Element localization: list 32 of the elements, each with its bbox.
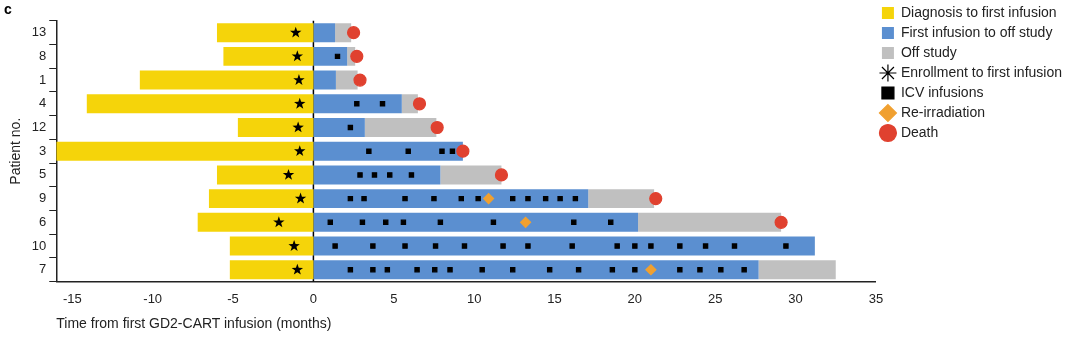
x-tick-label: 25	[707, 290, 723, 306]
x-tick-label: 30	[788, 290, 803, 306]
y-tick-label: 8	[39, 47, 47, 63]
x-tick-label: 35	[868, 290, 884, 306]
legend-label: First infusion to off study	[900, 23, 1053, 40]
y-tick-label: 7	[39, 261, 47, 277]
legend-label: ICV infusions	[900, 83, 984, 100]
x-tick-label: 10	[466, 290, 482, 306]
legend-label: Enrollment to first infusion	[900, 63, 1063, 80]
x-tick-label: 20	[627, 290, 643, 306]
y-axis-title: Patient no.	[7, 117, 24, 185]
chart-title: c	[4, 1, 12, 18]
legend-label: Diagnosis to first infusion	[900, 3, 1057, 20]
x-tick-label: -5	[227, 290, 239, 306]
y-tick-label: 1	[39, 71, 47, 87]
x-tick-label: -10	[143, 290, 163, 306]
x-tick-label: -15	[62, 290, 82, 306]
y-tick-label: 13	[31, 24, 47, 40]
y-tick-label: 12	[31, 119, 47, 135]
y-tick-label: 3	[39, 142, 47, 158]
y-tick-label: 10	[31, 237, 47, 253]
legend-label: Death	[900, 123, 939, 140]
y-tick-label: 4	[39, 95, 47, 111]
y-tick-label: 9	[39, 190, 47, 206]
legend-label: Re-irradiation	[900, 103, 985, 120]
y-tick-label: 6	[39, 213, 47, 229]
legend-label: Off study	[900, 43, 957, 60]
x-tick-label: 5	[390, 290, 398, 306]
x-axis-title: Time from first GD2-CART infusion (months)	[56, 315, 332, 332]
x-tick-label: 0	[309, 290, 318, 306]
y-tick-label: 5	[39, 166, 47, 182]
x-tick-label: 15	[547, 290, 562, 306]
